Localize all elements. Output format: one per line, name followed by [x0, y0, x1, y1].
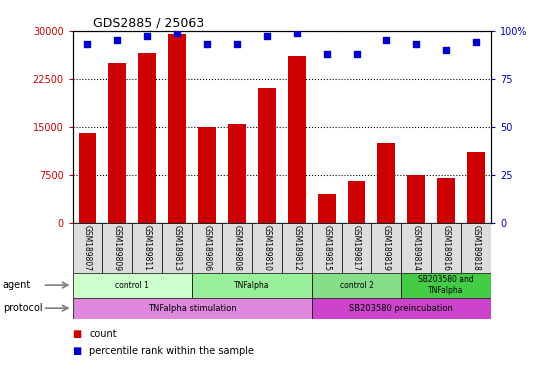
Bar: [312, 223, 341, 273]
Text: control 1: control 1: [116, 281, 149, 290]
Text: percentile rank within the sample: percentile rank within the sample: [89, 346, 254, 356]
Text: GSM189806: GSM189806: [203, 225, 211, 271]
Bar: [73, 273, 192, 298]
Point: [292, 30, 301, 36]
Point: [352, 51, 361, 57]
Bar: [401, 273, 491, 298]
Bar: [103, 223, 132, 273]
Bar: [198, 127, 216, 223]
Text: SB203580 preincubation: SB203580 preincubation: [349, 304, 453, 313]
Point: [113, 37, 122, 43]
Bar: [258, 88, 276, 223]
Bar: [252, 223, 282, 273]
Bar: [79, 133, 97, 223]
Text: TNFalpha: TNFalpha: [234, 281, 270, 290]
Point: [412, 41, 421, 47]
Text: SB203580 and
TNFalpha: SB203580 and TNFalpha: [418, 275, 474, 295]
Text: GSM189808: GSM189808: [233, 225, 242, 271]
Bar: [401, 223, 431, 273]
Bar: [377, 143, 396, 223]
Point: [442, 47, 451, 53]
Bar: [222, 223, 252, 273]
Bar: [162, 223, 192, 273]
Point: [472, 39, 480, 45]
Bar: [318, 194, 335, 223]
Bar: [73, 298, 312, 319]
Text: GSM189818: GSM189818: [472, 225, 480, 271]
Text: ■: ■: [73, 346, 82, 356]
Point: [173, 30, 182, 36]
Text: agent: agent: [3, 280, 31, 290]
Text: GSM189812: GSM189812: [292, 225, 301, 271]
Bar: [461, 223, 491, 273]
Bar: [437, 178, 455, 223]
Point: [322, 51, 331, 57]
Bar: [312, 298, 491, 319]
Point: [83, 41, 92, 47]
Text: GSM189814: GSM189814: [412, 225, 421, 271]
Bar: [282, 223, 312, 273]
Bar: [372, 223, 401, 273]
Bar: [132, 223, 162, 273]
Text: control 2: control 2: [340, 281, 373, 290]
Bar: [138, 53, 156, 223]
Text: TNFalpha stimulation: TNFalpha stimulation: [148, 304, 237, 313]
Bar: [431, 223, 461, 273]
Text: GSM189815: GSM189815: [322, 225, 331, 271]
Bar: [312, 273, 401, 298]
Text: GSM189816: GSM189816: [442, 225, 451, 271]
Bar: [467, 152, 485, 223]
Text: GSM189810: GSM189810: [262, 225, 271, 271]
Text: count: count: [89, 329, 117, 339]
Point: [143, 33, 152, 40]
Bar: [168, 34, 186, 223]
Bar: [348, 181, 365, 223]
Bar: [73, 223, 103, 273]
Text: GSM189817: GSM189817: [352, 225, 361, 271]
Text: GSM189807: GSM189807: [83, 225, 92, 271]
Text: protocol: protocol: [3, 303, 42, 313]
Text: ■: ■: [73, 329, 82, 339]
Point: [203, 41, 211, 47]
Point: [382, 37, 391, 43]
Text: GSM189811: GSM189811: [143, 225, 152, 271]
Text: GSM189819: GSM189819: [382, 225, 391, 271]
Text: GSM189809: GSM189809: [113, 225, 122, 271]
Bar: [341, 223, 372, 273]
Text: GSM189813: GSM189813: [172, 225, 182, 271]
Point: [233, 41, 242, 47]
Bar: [288, 56, 306, 223]
Bar: [192, 273, 312, 298]
Bar: [108, 63, 126, 223]
Text: GDS2885 / 25063: GDS2885 / 25063: [94, 17, 205, 30]
Point: [262, 33, 271, 40]
Bar: [228, 124, 246, 223]
Bar: [192, 223, 222, 273]
Bar: [407, 175, 425, 223]
